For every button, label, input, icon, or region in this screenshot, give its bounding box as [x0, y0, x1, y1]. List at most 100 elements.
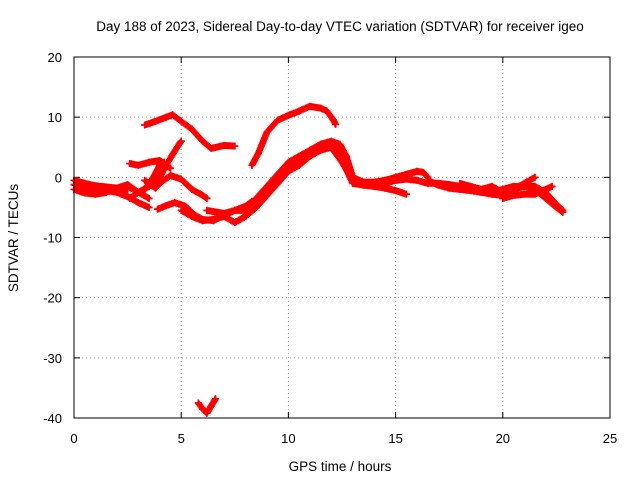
data-point [284, 167, 292, 175]
data-point [392, 176, 400, 184]
data-point [342, 152, 350, 160]
data-point [413, 167, 421, 175]
data-point [456, 179, 464, 187]
data-point [145, 194, 153, 202]
data-point [162, 113, 170, 121]
data-point [102, 183, 110, 191]
data-point [456, 185, 464, 193]
data-point [323, 107, 331, 115]
data-point [295, 107, 303, 115]
data-point [188, 185, 196, 193]
data-point [424, 176, 432, 184]
data-point [134, 188, 142, 196]
data-point [199, 137, 207, 145]
data-point [552, 203, 560, 211]
data-point [248, 161, 256, 169]
data-point [329, 116, 337, 124]
data-point [177, 206, 185, 214]
x-axis-label: GPS time / hours [289, 459, 392, 474]
x-tick-label: 25 [603, 431, 617, 446]
data-point [113, 184, 121, 192]
data-point [499, 194, 507, 202]
chart-title: Day 188 of 2023, Sidereal Day-to-day VTE… [96, 19, 583, 34]
data-point [274, 179, 282, 187]
series-trace-6 [126, 156, 174, 172]
data-point [488, 190, 496, 198]
data-point [212, 395, 220, 403]
data-point [242, 212, 250, 220]
data-point [254, 149, 262, 157]
series-trace-5 [124, 158, 168, 196]
data-point [91, 182, 99, 190]
y-tick-labels: -40 -30 -20 -10 0 10 20 [43, 50, 62, 426]
data-point [124, 182, 132, 190]
data-point [199, 405, 207, 413]
data-point [284, 158, 292, 166]
data-point [181, 202, 189, 210]
y-tick-label: -10 [43, 231, 62, 246]
y-tick-label: -30 [43, 351, 62, 366]
data-point [510, 185, 518, 193]
data-point [434, 181, 442, 189]
data-point [156, 156, 164, 164]
data-point [548, 182, 556, 190]
data-point [177, 117, 185, 125]
y-tick-label: -40 [43, 411, 62, 426]
data-point [171, 199, 179, 207]
data-point [81, 179, 89, 187]
data-point [338, 158, 346, 166]
data-point [542, 194, 550, 202]
data-point [510, 191, 518, 199]
data-point [520, 179, 528, 187]
x-tick-label: 20 [496, 431, 510, 446]
series-trace-8 [141, 111, 239, 152]
data-point [336, 140, 344, 148]
data-point [220, 141, 228, 149]
data-point [151, 184, 159, 192]
data-point [231, 142, 239, 150]
data-point [263, 128, 271, 136]
data-point [445, 184, 453, 192]
data-point [306, 152, 314, 160]
x-tick-label: 5 [178, 431, 185, 446]
x-tick-label: 15 [388, 431, 402, 446]
data-point [327, 137, 335, 145]
data-point [156, 173, 164, 181]
data-point [242, 206, 250, 214]
data-point [203, 194, 211, 202]
data-point [203, 206, 211, 214]
data-point [154, 205, 162, 213]
data-point [402, 175, 410, 183]
data-point [141, 176, 149, 184]
y-tick-label: 0 [55, 170, 62, 185]
data-point [207, 402, 215, 410]
data-point [531, 173, 539, 181]
data-point [263, 191, 271, 199]
data-point [402, 190, 410, 198]
series-trace-13 [248, 102, 340, 169]
data-point [203, 409, 211, 417]
y-axis-label: SDTVAR / TECUs [6, 184, 21, 293]
data-point [559, 208, 567, 216]
data-point [126, 194, 134, 202]
y-tick-label: -20 [43, 291, 62, 306]
data-point [252, 194, 260, 202]
data-point [134, 199, 142, 207]
data-point [252, 203, 260, 211]
data-point [169, 111, 177, 119]
data-point [207, 144, 215, 152]
data-point [263, 182, 271, 190]
data-point [169, 150, 177, 158]
data-point [349, 176, 357, 184]
data-point [381, 179, 389, 187]
series-trace-12 [231, 143, 378, 226]
data-point [166, 172, 174, 180]
series-trace-18 [194, 395, 220, 417]
data-point [156, 179, 164, 187]
data-point [199, 217, 207, 225]
series-trace-7 [141, 172, 211, 202]
data-point [477, 185, 485, 193]
data-point [274, 170, 282, 178]
data-point [317, 104, 325, 112]
